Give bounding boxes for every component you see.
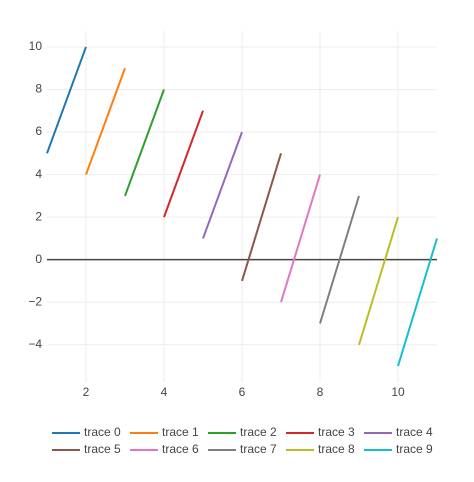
- legend-label: trace 4: [396, 425, 433, 439]
- legend-label: trace 2: [240, 425, 277, 439]
- y-tick-label: 2: [35, 209, 42, 223]
- y-tick-label: −4: [28, 337, 42, 351]
- legend-label: trace 5: [84, 442, 121, 456]
- x-tick-label: 4: [161, 385, 168, 399]
- legend-label: trace 0: [84, 425, 121, 439]
- y-tick-label: 6: [35, 124, 42, 138]
- line: [358, 216, 399, 346]
- line: [46, 46, 87, 154]
- y-tick-label: 0: [35, 252, 42, 266]
- line: [124, 89, 165, 197]
- legend-label: trace 3: [318, 425, 355, 439]
- x-tick-label: 6: [239, 385, 246, 399]
- y-tick-label: 8: [35, 82, 42, 96]
- legend-label: trace 1: [162, 425, 199, 439]
- legend-label: trace 6: [162, 442, 199, 456]
- x-tick-label: 8: [317, 385, 324, 399]
- line: [280, 174, 321, 303]
- line: [397, 238, 438, 367]
- legend-label: trace 7: [240, 442, 277, 456]
- legend-label: trace 9: [396, 442, 433, 456]
- line: [319, 195, 360, 324]
- x-tick-label: 10: [391, 385, 405, 399]
- y-tick-label: 4: [35, 167, 42, 181]
- legend-label: trace 8: [318, 442, 355, 456]
- line: [241, 153, 282, 282]
- line: [202, 131, 243, 239]
- x-tick-label: 2: [83, 385, 90, 399]
- line: [85, 67, 126, 175]
- y-tick-label: 10: [29, 39, 43, 53]
- line: [163, 110, 204, 218]
- y-tick-label: −2: [28, 294, 42, 308]
